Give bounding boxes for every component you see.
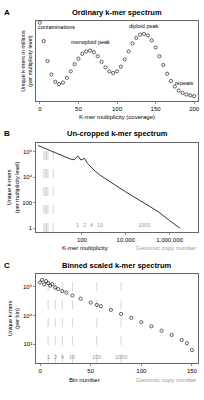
- svg-text:10⁶: 10⁶: [23, 284, 33, 290]
- svg-text:10⁴: 10⁴: [23, 174, 33, 180]
- svg-text:K-mer multiplicity (coverage): K-mer multiplicity (coverage): [79, 114, 155, 120]
- svg-text:0: 0: [38, 368, 42, 374]
- svg-text:Binned scaled k-mer spectrum: Binned scaled k-mer spectrum: [62, 261, 172, 270]
- svg-text:10⁴: 10⁴: [23, 313, 33, 319]
- svg-text:Genomic copy number: Genomic copy number: [136, 377, 196, 383]
- svg-text:1: 1: [29, 225, 33, 231]
- svg-text:monoploid peak: monoploid peak: [71, 39, 110, 45]
- svg-text:10,000: 10,000: [117, 237, 136, 243]
- svg-text:0: 0: [38, 106, 42, 112]
- svg-text:200: 200: [189, 106, 200, 112]
- svg-text:100: 100: [77, 237, 88, 243]
- svg-text:Bin number: Bin number: [69, 377, 100, 383]
- svg-text:2: 2: [83, 222, 86, 228]
- svg-text:1: 1: [76, 222, 79, 228]
- svg-text:contaminations: contaminations: [38, 24, 75, 30]
- svg-text:10: 10: [97, 222, 103, 228]
- svg-text:diploid peak: diploid peak: [129, 23, 159, 29]
- svg-text:B: B: [4, 129, 10, 138]
- svg-text:Unique k-mers in millions(per: Unique k-mers in millions(per multiplici…: [20, 30, 33, 92]
- svg-text:100: 100: [136, 368, 147, 374]
- svg-text:Genomic copy number: Genomic copy number: [136, 245, 196, 251]
- svg-text:1,000,000: 1,000,000: [156, 237, 183, 243]
- svg-text:100: 100: [112, 106, 123, 112]
- svg-text:Un-cropped k-mer spectrum: Un-cropped k-mer spectrum: [67, 129, 168, 138]
- svg-text:4: 4: [61, 354, 64, 360]
- svg-text:C: C: [4, 261, 10, 270]
- svg-text:10: 10: [69, 354, 75, 360]
- svg-text:1: 1: [47, 354, 50, 360]
- svg-text:10²: 10²: [24, 341, 33, 347]
- svg-text:1000: 1000: [115, 354, 127, 360]
- svg-text:50: 50: [75, 106, 82, 112]
- svg-text:A: A: [4, 8, 10, 17]
- svg-text:10⁶: 10⁶: [23, 149, 33, 155]
- svg-text:Ordinary k-mer spectrum: Ordinary k-mer spectrum: [72, 8, 162, 17]
- svg-text:repeats: repeats: [175, 80, 194, 86]
- svg-text:4: 4: [90, 222, 93, 228]
- svg-text:2: 2: [54, 354, 57, 360]
- svg-text:Unique k-mers(per bin): Unique k-mers(per bin): [7, 300, 20, 336]
- svg-text:1000: 1000: [138, 222, 150, 228]
- svg-text:Unique k-mers(per multiplicity: Unique k-mers(per multiplicity level): [6, 162, 19, 214]
- svg-text:150: 150: [151, 106, 162, 112]
- svg-text:50: 50: [87, 368, 94, 374]
- svg-text:K-mer multiplicity: K-mer multiplicity: [62, 245, 108, 251]
- svg-text:100: 100: [22, 200, 33, 206]
- svg-text:150: 150: [187, 368, 198, 374]
- svg-text:100: 100: [92, 354, 101, 360]
